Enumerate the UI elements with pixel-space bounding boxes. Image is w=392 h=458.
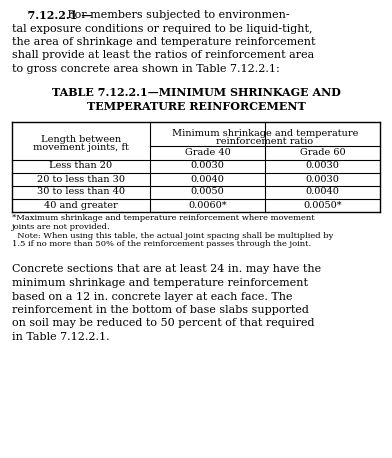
Text: reinforcement ratio: reinforcement ratio — [216, 136, 314, 146]
Text: the area of shrinkage and temperature reinforcement: the area of shrinkage and temperature re… — [12, 37, 316, 47]
Text: TEMPERATURE REINFORCEMENT: TEMPERATURE REINFORCEMENT — [87, 100, 305, 111]
Text: 0.0040: 0.0040 — [305, 187, 339, 196]
Text: Length between: Length between — [41, 136, 121, 145]
Text: in Table 7.12.2.1.: in Table 7.12.2.1. — [12, 332, 110, 342]
Text: 7.12.2.1 —: 7.12.2.1 — — [12, 10, 93, 21]
Text: Grade 40: Grade 40 — [185, 148, 230, 157]
Text: 0.0060*: 0.0060* — [188, 201, 227, 209]
Text: 0.0030: 0.0030 — [305, 162, 339, 170]
Text: Concrete sections that are at least 24 in. may have the: Concrete sections that are at least 24 i… — [12, 265, 321, 274]
Text: 30 to less than 40: 30 to less than 40 — [37, 187, 125, 196]
Text: based on a 12 in. concrete layer at each face. The: based on a 12 in. concrete layer at each… — [12, 291, 292, 301]
Text: 0.0050*: 0.0050* — [303, 201, 342, 209]
Text: 0.0030: 0.0030 — [191, 162, 225, 170]
Text: Less than 20: Less than 20 — [49, 162, 113, 170]
Text: minimum shrinkage and temperature reinforcement: minimum shrinkage and temperature reinfo… — [12, 278, 308, 288]
Text: 0.0030: 0.0030 — [305, 174, 339, 184]
Text: Grade 60: Grade 60 — [300, 148, 345, 157]
Text: to gross concrete area shown in Table 7.12.2.1:: to gross concrete area shown in Table 7.… — [12, 64, 280, 74]
Text: 0.0050: 0.0050 — [191, 187, 224, 196]
Text: on soil may be reduced to 50 percent of that required: on soil may be reduced to 50 percent of … — [12, 318, 314, 328]
Text: movement joints, ft: movement joints, ft — [33, 143, 129, 153]
Text: For members subjected to environmen-: For members subjected to environmen- — [64, 10, 290, 20]
Text: tal exposure conditions or required to be liquid-tight,: tal exposure conditions or required to b… — [12, 23, 312, 33]
Text: Note: When using this table, the actual joint spacing shall be multiplied by: Note: When using this table, the actual … — [12, 231, 333, 240]
Text: reinforcement in the bottom of base slabs supported: reinforcement in the bottom of base slab… — [12, 305, 309, 315]
Text: shall provide at least the ratios of reinforcement area: shall provide at least the ratios of rei… — [12, 50, 314, 60]
Text: TABLE 7.12.2.1—MINIMUM SHRINKAGE AND: TABLE 7.12.2.1—MINIMUM SHRINKAGE AND — [52, 87, 340, 98]
Text: 20 to less than 30: 20 to less than 30 — [37, 174, 125, 184]
Text: Minimum shrinkage and temperature: Minimum shrinkage and temperature — [172, 129, 358, 137]
Text: joints are not provided.: joints are not provided. — [12, 223, 111, 231]
Text: 40 and greater: 40 and greater — [44, 201, 118, 209]
Text: 1.5 if no more than 50% of the reinforcement passes through the joint.: 1.5 if no more than 50% of the reinforce… — [12, 240, 311, 248]
Text: *Maximum shrinkage and temperature reinforcement where movement: *Maximum shrinkage and temperature reinf… — [12, 214, 315, 223]
Text: 0.0040: 0.0040 — [191, 174, 225, 184]
